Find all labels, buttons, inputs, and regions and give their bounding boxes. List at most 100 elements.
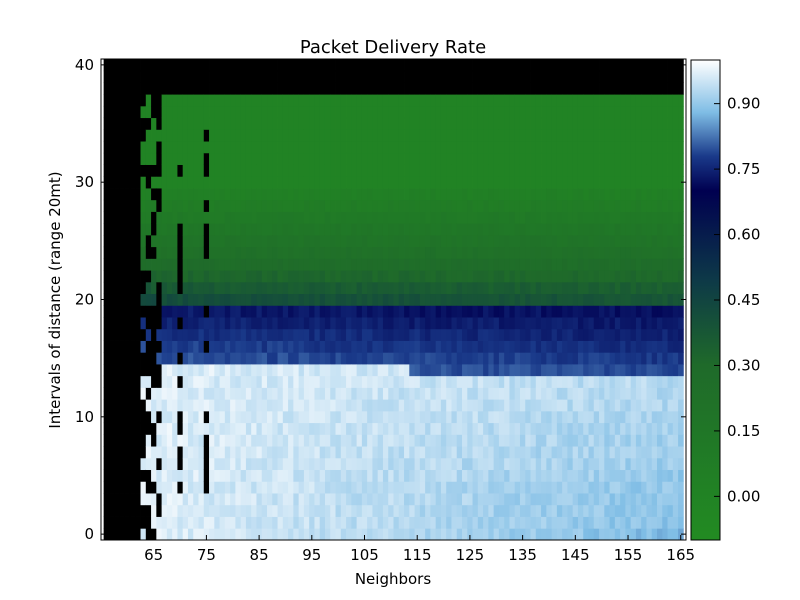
heatmap-cell — [335, 457, 342, 471]
heatmap-cell — [530, 516, 537, 529]
heatmap-cell — [361, 375, 368, 388]
heatmap-cell — [282, 82, 289, 95]
heatmap-cell — [356, 481, 363, 494]
heatmap-cell — [303, 340, 310, 353]
heatmap-cell — [151, 188, 157, 201]
heatmap-cell — [309, 152, 315, 165]
heatmap-cell — [483, 164, 489, 177]
heatmap-cell — [398, 234, 405, 248]
heatmap-cell — [114, 141, 120, 154]
heatmap-cell — [425, 375, 431, 388]
heatmap-cell — [483, 199, 489, 212]
heatmap-cell — [430, 457, 437, 471]
heatmap-cell — [477, 141, 484, 154]
heatmap-cell — [219, 305, 226, 318]
heatmap-cell — [588, 340, 595, 353]
heatmap-cell — [572, 293, 579, 306]
heatmap-cell — [288, 105, 294, 119]
heatmap-cell — [440, 211, 447, 224]
heatmap-cell — [551, 422, 558, 435]
heatmap-cell — [182, 375, 189, 388]
heatmap-cell — [577, 516, 584, 529]
heatmap-cell — [562, 434, 568, 447]
heatmap-cell — [177, 258, 184, 271]
heatmap-cell — [272, 176, 278, 189]
heatmap-cell — [235, 516, 242, 529]
heatmap-cell — [314, 493, 321, 506]
heatmap-cell — [309, 387, 315, 400]
heatmap-cell — [567, 305, 574, 318]
heatmap-cell — [593, 105, 600, 119]
heatmap-cell — [298, 70, 305, 83]
heatmap-cell — [620, 387, 626, 400]
heatmap-cell — [456, 234, 463, 248]
heatmap-cell — [577, 305, 584, 318]
heatmap-cell — [288, 293, 294, 306]
heatmap-cell — [625, 387, 632, 400]
heatmap-cell — [651, 446, 658, 459]
heatmap-cell — [672, 493, 679, 506]
heatmap-cell — [272, 422, 278, 435]
heatmap-cell — [440, 82, 447, 95]
heatmap-cell — [372, 258, 379, 271]
heatmap-cell — [409, 410, 415, 424]
heatmap-cell — [319, 317, 326, 330]
heatmap-cell — [651, 211, 658, 224]
heatmap-cell — [182, 82, 189, 95]
heatmap-cell — [667, 258, 674, 271]
heatmap-cell — [119, 199, 126, 212]
heatmap-cell — [635, 317, 642, 330]
colorbar-tick-label: 0.00 — [727, 487, 760, 505]
heatmap-cell — [193, 199, 199, 212]
heatmap-cell — [667, 340, 674, 353]
heatmap-cell — [535, 94, 542, 107]
heatmap-cell — [614, 469, 621, 482]
heatmap-cell — [124, 293, 131, 306]
heatmap-cell — [372, 317, 379, 330]
heatmap-cell — [456, 352, 463, 365]
heatmap-cell — [288, 352, 294, 365]
heatmap-cell — [398, 258, 405, 271]
heatmap-cell — [219, 528, 226, 541]
heatmap-cell — [462, 457, 468, 471]
heatmap-cell — [224, 94, 231, 107]
heatmap-cell — [451, 446, 458, 459]
heatmap-cell — [572, 117, 579, 130]
heatmap-cell — [224, 152, 231, 165]
heatmap-cell — [672, 340, 679, 353]
heatmap-cell — [599, 434, 605, 447]
heatmap-cell — [530, 352, 537, 365]
heatmap-cell — [177, 305, 184, 318]
heatmap-cell — [288, 141, 294, 154]
heatmap-cell — [625, 105, 632, 119]
heatmap-cell — [303, 59, 310, 72]
heatmap-cell — [240, 457, 247, 471]
heatmap-cell — [440, 59, 447, 72]
heatmap-cell — [161, 211, 168, 224]
heatmap-cell — [224, 516, 231, 529]
heatmap-cell — [124, 434, 131, 447]
heatmap-cell — [599, 164, 605, 177]
heatmap-cell — [620, 364, 626, 377]
heatmap-cell — [509, 176, 516, 189]
heatmap-cell — [498, 70, 505, 83]
heatmap-cell — [267, 70, 273, 83]
heatmap-cell — [209, 293, 215, 306]
heatmap-cell — [641, 70, 647, 83]
heatmap-cell — [678, 234, 684, 248]
heatmap-cell — [635, 504, 642, 517]
heatmap-cell — [214, 469, 220, 482]
heatmap-cell — [472, 410, 479, 424]
heatmap-cell — [156, 188, 163, 201]
heatmap-cell — [103, 399, 110, 412]
heatmap-cell — [119, 211, 126, 224]
heatmap-cell — [440, 516, 447, 529]
heatmap-cell — [662, 317, 668, 330]
heatmap-cell — [678, 504, 684, 517]
heatmap-cell — [635, 281, 642, 295]
heatmap-cell — [182, 246, 189, 259]
heatmap-cell — [240, 105, 247, 119]
heatmap-cell — [361, 199, 368, 212]
heatmap-cell — [161, 493, 168, 506]
heatmap-cell — [657, 352, 663, 365]
